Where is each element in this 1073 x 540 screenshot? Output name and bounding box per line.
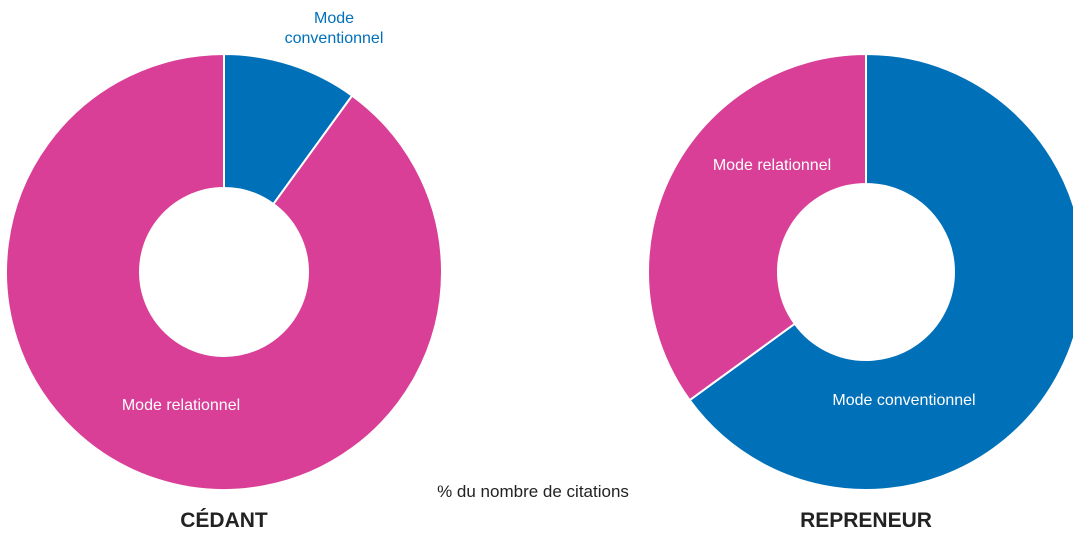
slice-label-mode-relationnel: Mode relationnel bbox=[713, 157, 831, 174]
slice-mode-conventionnel bbox=[223, 53, 354, 206]
units-caption: % du nombre de citations bbox=[437, 482, 629, 501]
slice-label-mode-conventionnel: Mode conventionnel bbox=[285, 10, 384, 47]
slice-mode-conventionnel bbox=[688, 53, 1073, 491]
slice-mode-relationnel bbox=[5, 53, 443, 491]
cedant-donut-chart: Mode conventionnel Mode relationnel bbox=[5, 10, 443, 491]
slice-label-mode-relationnel: Mode relationnel bbox=[122, 397, 240, 414]
slice-label-mode-conventionnel: Mode conventionnel bbox=[832, 392, 975, 409]
chart-title-cedant: CÉDANT bbox=[180, 509, 268, 532]
slice-mode-relationnel bbox=[647, 53, 867, 402]
repreneur-donut-chart: Mode conventionnel Mode relationnel bbox=[647, 53, 1073, 491]
chart-title-repreneur: REPRENEUR bbox=[800, 509, 932, 532]
